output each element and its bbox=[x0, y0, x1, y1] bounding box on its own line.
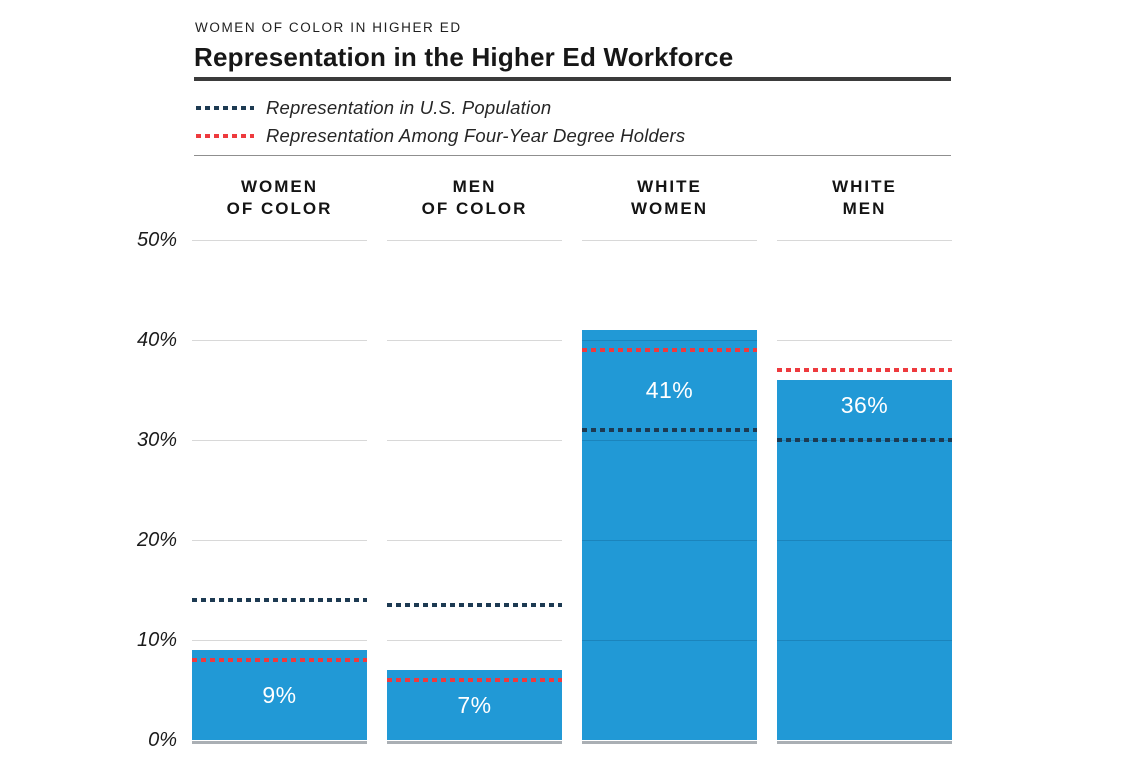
us-population-dotted-line bbox=[192, 598, 367, 602]
page-title: Representation in the Higher Ed Workforc… bbox=[194, 42, 734, 72]
y-tick-label: 10% bbox=[136, 629, 177, 651]
grid-line bbox=[192, 440, 367, 441]
grid-line bbox=[777, 240, 952, 241]
grid-line bbox=[777, 340, 952, 341]
column-header-line: WHITE bbox=[637, 177, 702, 196]
y-tick-label: 30% bbox=[136, 429, 177, 451]
column-header-line: OF COLOR bbox=[421, 199, 528, 218]
bar bbox=[777, 380, 952, 740]
grid-line bbox=[387, 640, 562, 641]
grid-line-inside-bar bbox=[582, 340, 757, 341]
grid-line-inside-bar bbox=[582, 440, 757, 441]
grid-line-inside-bar bbox=[777, 540, 952, 541]
column-header: MEN OF COLOR bbox=[387, 176, 562, 220]
bar-baseline-shadow bbox=[387, 741, 562, 744]
y-tick-label: 0% bbox=[148, 729, 177, 751]
bar-baseline-shadow bbox=[582, 741, 757, 744]
grid-line-inside-bar bbox=[582, 640, 757, 641]
grid-line bbox=[387, 540, 562, 541]
legend-item-degree-holders: Representation Among Four-Year Degree Ho… bbox=[196, 122, 896, 150]
column-header: WHITE WOMEN bbox=[582, 176, 757, 220]
legend-divider-rule bbox=[194, 155, 951, 156]
bar bbox=[192, 650, 367, 740]
us-population-dotted-line bbox=[582, 428, 757, 432]
column-header-line: MEN bbox=[842, 199, 887, 218]
bar-value-label: 7% bbox=[457, 692, 492, 718]
grid-line bbox=[192, 540, 367, 541]
chart-legend: Representation in U.S. Population Repres… bbox=[196, 94, 896, 150]
column-header-line: WOMEN bbox=[630, 199, 709, 218]
column-header-line: MEN bbox=[452, 177, 497, 196]
y-tick-label: 20% bbox=[136, 529, 177, 551]
bar bbox=[582, 330, 757, 740]
grid-line bbox=[192, 640, 367, 641]
degree-holders-dotted-line bbox=[387, 678, 562, 682]
column-header: WOMEN OF COLOR bbox=[192, 176, 367, 220]
bar-baseline-shadow bbox=[192, 741, 367, 744]
grid-line bbox=[387, 240, 562, 241]
grid-line bbox=[192, 240, 367, 241]
bar-value-label: 36% bbox=[840, 392, 889, 418]
red-dotted-line-swatch bbox=[196, 134, 254, 138]
us-population-dotted-line bbox=[387, 603, 562, 607]
y-tick-label: 50% bbox=[136, 229, 177, 251]
grid-line bbox=[387, 340, 562, 341]
bar-value-label: 41% bbox=[645, 377, 694, 403]
eyebrow-kicker: WOMEN OF COLOR IN HIGHER ED bbox=[195, 20, 462, 35]
column-header-line: WHITE bbox=[832, 177, 897, 196]
grid-line bbox=[192, 340, 367, 341]
bar-value-label: 9% bbox=[262, 682, 297, 708]
degree-holders-dotted-line bbox=[777, 368, 952, 372]
y-tick-label: 40% bbox=[136, 329, 177, 351]
title-divider-rule bbox=[194, 77, 951, 81]
grid-line bbox=[582, 240, 757, 241]
legend-item-us-population: Representation in U.S. Population bbox=[196, 94, 896, 122]
legend-label: Representation Among Four-Year Degree Ho… bbox=[266, 125, 686, 146]
navy-dotted-line-swatch bbox=[196, 106, 254, 110]
degree-holders-dotted-line bbox=[192, 658, 367, 662]
us-population-dotted-line bbox=[777, 438, 952, 442]
bar-baseline-shadow bbox=[777, 741, 952, 744]
column-header: WHITE MEN bbox=[777, 176, 952, 220]
legend-label: Representation in U.S. Population bbox=[266, 97, 552, 118]
grid-line-inside-bar bbox=[582, 540, 757, 541]
degree-holders-dotted-line bbox=[582, 348, 757, 352]
grid-line bbox=[387, 440, 562, 441]
grid-line-inside-bar bbox=[777, 640, 952, 641]
column-header-line: OF COLOR bbox=[226, 199, 333, 218]
column-header-line: WOMEN bbox=[240, 177, 319, 196]
